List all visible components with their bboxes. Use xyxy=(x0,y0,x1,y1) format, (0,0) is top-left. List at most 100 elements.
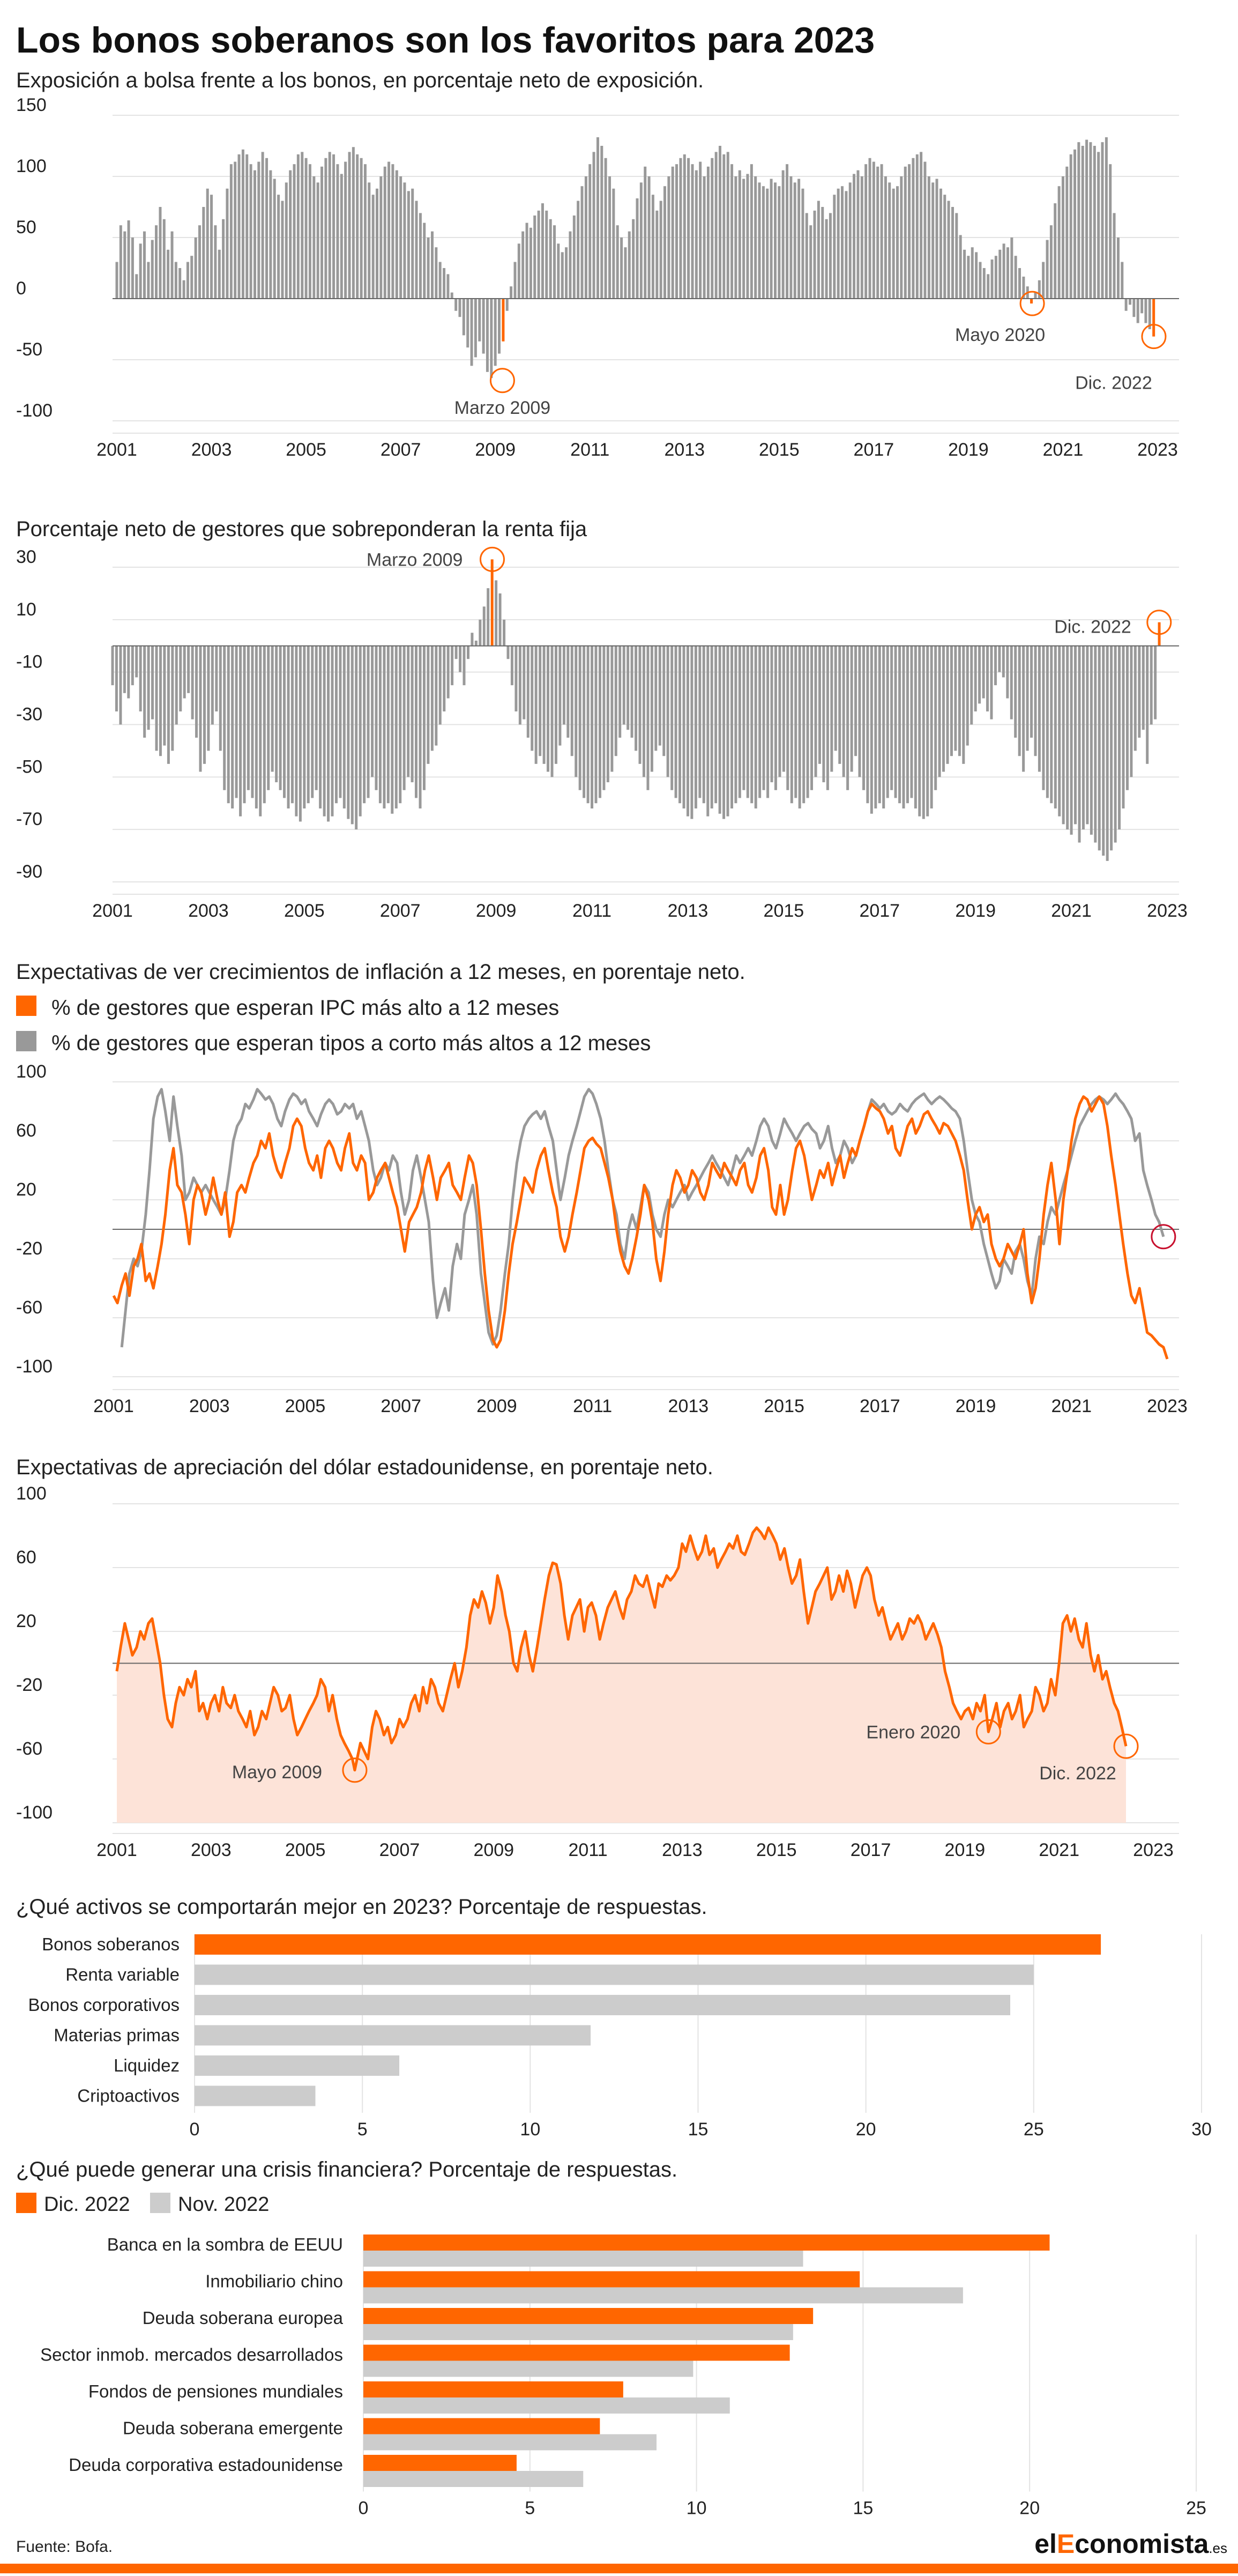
bar xyxy=(195,645,198,738)
x-tick-label: 2021 xyxy=(1051,1396,1092,1416)
bar xyxy=(1136,299,1139,323)
bar xyxy=(910,645,913,798)
bar xyxy=(111,645,114,686)
bar xyxy=(195,2085,316,2106)
annotation-label: Dic. 2022 xyxy=(1054,617,1131,637)
bar xyxy=(1049,225,1053,299)
bar xyxy=(1130,645,1133,777)
bar xyxy=(277,195,280,299)
bar xyxy=(427,645,430,764)
bar xyxy=(1002,243,1005,299)
y-tick-label: 150 xyxy=(16,95,47,115)
bar xyxy=(517,243,520,299)
bar xyxy=(918,645,921,816)
bar xyxy=(210,195,213,299)
x-tick-label: 2003 xyxy=(191,440,232,460)
y-tick-label: 50 xyxy=(16,217,36,237)
bar xyxy=(1042,645,1045,790)
brand-suffix: conomista xyxy=(1075,2529,1209,2559)
bar xyxy=(542,645,546,764)
bar xyxy=(1148,299,1151,329)
bar xyxy=(553,225,556,299)
annotation-label: Enero 2020 xyxy=(866,1722,960,1742)
x-tick-label: 2015 xyxy=(759,440,800,460)
bar xyxy=(794,645,797,798)
bar xyxy=(618,645,622,738)
bar xyxy=(226,188,229,299)
bar xyxy=(163,645,166,746)
bar xyxy=(770,645,773,783)
bar xyxy=(1124,299,1128,311)
bar xyxy=(927,176,930,299)
x-tick-label: 2011 xyxy=(573,1396,612,1416)
bar xyxy=(942,645,945,772)
category-label: Inmobiliario chino xyxy=(205,2271,343,2291)
bar xyxy=(399,645,402,804)
bar xyxy=(620,237,623,299)
x-tick-label: 2019 xyxy=(956,1396,996,1416)
x-tick-label: 2001 xyxy=(92,901,133,921)
bar xyxy=(608,176,611,299)
bar xyxy=(986,645,989,712)
bar xyxy=(423,222,426,299)
bar xyxy=(706,166,710,299)
bar xyxy=(303,645,306,809)
bar xyxy=(315,645,318,790)
bar xyxy=(646,645,650,790)
bar xyxy=(430,645,434,751)
bar xyxy=(902,645,905,809)
bar xyxy=(675,164,678,299)
bar xyxy=(702,645,705,804)
annotation-marker xyxy=(1146,610,1172,635)
bar xyxy=(1129,299,1132,305)
bar xyxy=(289,170,292,299)
chart1-equity-vs-bonds: 150 100 50 0 -50 -100 2001 2003 2005 2007 2009 2011… xyxy=(16,95,1179,460)
chart1-subtitle: Exposición a bolsa frente a los bonos, e… xyxy=(16,69,704,92)
x-tick-label: 0 xyxy=(359,2498,369,2519)
bar xyxy=(443,645,446,712)
bar xyxy=(179,645,182,712)
x-tick-label: 2023 xyxy=(1147,1396,1188,1416)
bar xyxy=(912,158,915,299)
bar xyxy=(311,645,314,798)
x-tick-label: 10 xyxy=(687,2498,707,2519)
legend-nov-swatch xyxy=(150,2193,170,2213)
bar xyxy=(840,186,844,299)
bar xyxy=(896,186,899,299)
bar xyxy=(650,645,653,772)
bar xyxy=(394,645,398,809)
y-tick-label: 20 xyxy=(16,1179,36,1200)
bar xyxy=(1074,645,1077,825)
bar xyxy=(324,158,327,299)
bar xyxy=(422,645,426,790)
chart2-subtitle: Porcentaje neto de gestores que sobrepon… xyxy=(16,517,587,541)
bar xyxy=(411,188,414,299)
bar xyxy=(630,645,633,738)
bar-nov-2022 xyxy=(363,2360,693,2377)
bar xyxy=(667,176,670,299)
bar xyxy=(882,645,885,809)
bar xyxy=(1152,299,1155,337)
bar xyxy=(403,182,406,299)
bar xyxy=(155,225,158,299)
bar xyxy=(368,182,371,299)
category-label: Sector inmob. mercados desarrollados xyxy=(40,2345,343,2365)
bar xyxy=(584,176,587,299)
bar xyxy=(419,645,422,809)
bar xyxy=(227,645,230,804)
bar xyxy=(923,161,927,299)
category-label: Deuda soberana emergente xyxy=(123,2418,343,2438)
bar xyxy=(347,645,350,819)
annotation-marker xyxy=(479,546,505,572)
bar xyxy=(229,164,233,299)
bar xyxy=(894,645,897,798)
bar xyxy=(1034,292,1037,299)
bar xyxy=(666,645,669,777)
bar xyxy=(249,164,252,299)
bar xyxy=(194,237,197,299)
bar xyxy=(487,588,490,646)
bar xyxy=(1118,645,1121,830)
bar xyxy=(147,262,150,299)
bar xyxy=(762,645,765,790)
bar xyxy=(562,645,565,725)
